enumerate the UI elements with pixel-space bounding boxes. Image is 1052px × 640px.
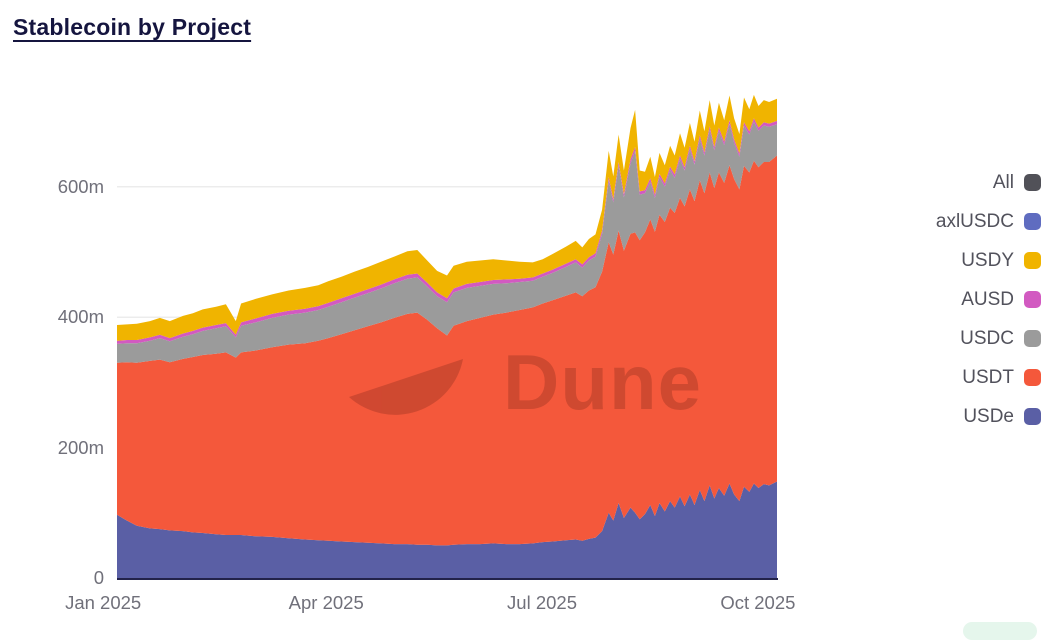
legend-label: USDC [960, 327, 1014, 349]
legend-label: USDY [961, 249, 1014, 271]
page-title[interactable]: Stablecoin by Project [13, 14, 252, 40]
legend-swatch [1024, 330, 1041, 347]
legend-item-USDe[interactable]: USDe [936, 397, 1041, 436]
legend-swatch [1024, 369, 1041, 386]
bottom-right-button-edge [963, 622, 1037, 640]
y-tick-label-200m: 200m [57, 436, 104, 458]
y-tick-label-600m: 600m [57, 175, 104, 197]
legend-label: USDe [963, 405, 1014, 427]
legend-swatch [1024, 408, 1041, 425]
x-tick-label-Apr-2025: Apr 2025 [288, 592, 364, 613]
legend-swatch [1024, 174, 1041, 191]
legend-label: All [992, 171, 1014, 193]
legend-item-USDY[interactable]: USDY [936, 241, 1041, 280]
legend-label: AUSD [961, 288, 1014, 310]
legend-swatch [1024, 291, 1041, 308]
legend-item-AUSD[interactable]: AUSD [936, 280, 1041, 319]
legend-item-USDT[interactable]: USDT [936, 358, 1041, 397]
area-AUSD [117, 118, 777, 344]
x-tick-label-Oct-2025: Oct 2025 [720, 592, 796, 613]
legend-label: axlUSDC [935, 210, 1014, 232]
x-tick-label-Jul-2025: Jul 2025 [507, 592, 578, 613]
legend-item-All[interactable]: All [936, 163, 1041, 202]
x-tick-label-Jan-2025: Jan 2025 [65, 592, 142, 613]
legend-swatch [1024, 213, 1041, 230]
y-tick-label-400m: 400m [57, 306, 104, 328]
area-USDC [117, 121, 777, 363]
dune-logo-text: Dune [503, 338, 702, 426]
area-USDY [117, 94, 777, 341]
legend-item-USDC[interactable]: USDC [936, 319, 1041, 358]
area-series [117, 94, 777, 578]
legend-label: USDT [962, 366, 1014, 388]
area-USDe [117, 481, 777, 578]
legend-swatch [1024, 252, 1041, 269]
dune-watermark: Dune [349, 338, 702, 426]
area-USDT [117, 155, 777, 546]
legend: All axlUSDC USDY AUSD USDC USDT USDe [936, 163, 1041, 436]
legend-item-axlUSDC[interactable]: axlUSDC [936, 202, 1041, 241]
y-tick-label-0: 0 [93, 567, 104, 588]
dune-logo-crescent [349, 359, 463, 415]
